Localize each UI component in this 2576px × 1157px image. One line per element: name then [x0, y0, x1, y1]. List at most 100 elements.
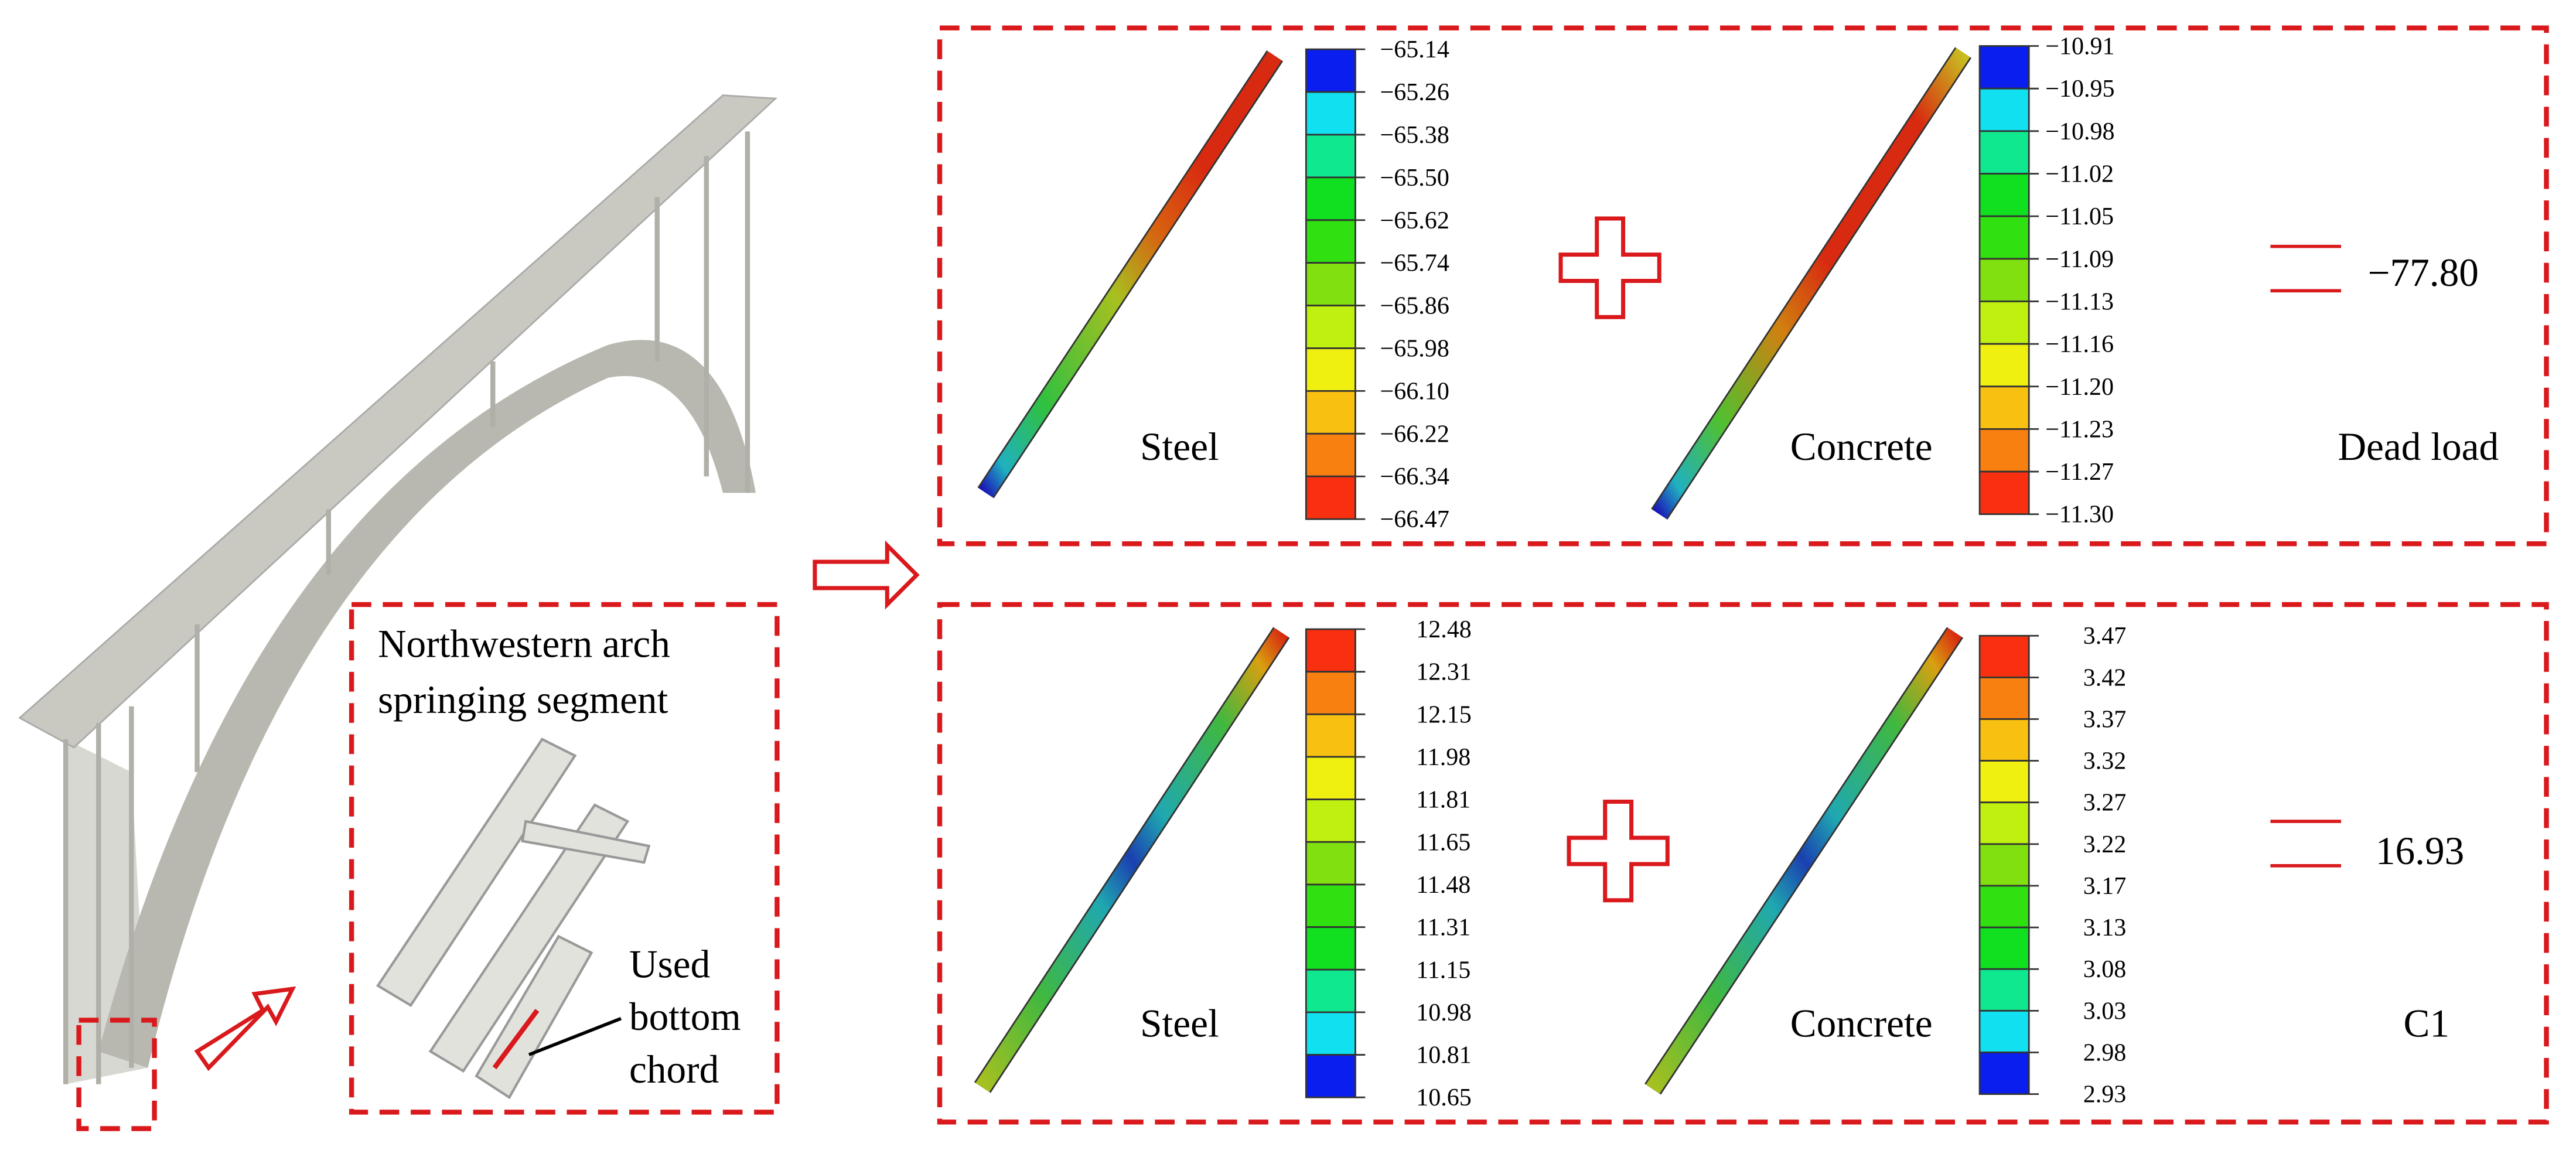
- chord-highlight: [492, 1009, 540, 1070]
- colorbar-cell: [1305, 262, 1356, 306]
- member-label: Concrete: [1790, 425, 1933, 469]
- colorbar-label: 3.17: [2083, 873, 2127, 900]
- colorbar-cell: [1305, 390, 1356, 435]
- arrow: [813, 540, 920, 610]
- colorbar-label: 12.48: [1416, 616, 1472, 643]
- result-value: −77.80: [2368, 251, 2479, 295]
- colorbar-cell: [1305, 1011, 1356, 1056]
- colorbar-cell: [1978, 634, 2030, 678]
- segment-model: [376, 738, 651, 1100]
- detail-marker: [76, 1018, 157, 1131]
- colorbar-label: −65.98: [1380, 336, 1449, 363]
- colorbar-cell: [1305, 134, 1356, 179]
- colorbar-label: −10.98: [2045, 118, 2114, 145]
- colorbar-cell: [1305, 756, 1356, 801]
- load-case: Dead load: [2338, 425, 2499, 469]
- colorbar-cell: [1305, 305, 1356, 349]
- colorbar-label: 12.15: [1416, 701, 1472, 728]
- colorbar-label: 12.31: [1416, 659, 1472, 686]
- callout: bottom: [629, 995, 741, 1039]
- bridge-model: [18, 94, 777, 1131]
- colorbar-cell: [1305, 798, 1356, 843]
- colorbar-cell: [1305, 968, 1356, 1013]
- result-value: 16.93: [2376, 829, 2464, 873]
- member-label: Concrete: [1790, 1001, 1933, 1045]
- colorbar-label: 3.32: [2083, 748, 2127, 775]
- colorbar-label: −10.91: [2045, 33, 2114, 60]
- colorbar-label: 3.42: [2083, 664, 2127, 691]
- colorbar-label: −66.34: [1380, 463, 1449, 490]
- leader-line: [528, 1016, 622, 1056]
- colorbar-cell: [1305, 841, 1356, 886]
- colorbar-label: −11.13: [2045, 288, 2114, 315]
- colorbar-label: −11.20: [2045, 374, 2114, 401]
- colorbar-label: −11.23: [2045, 416, 2114, 443]
- colorbar-cell: [1305, 91, 1356, 136]
- colorbar-label: −65.50: [1380, 165, 1449, 192]
- inset-title: springing segment: [378, 678, 668, 722]
- colorbar-label: 11.81: [1416, 787, 1470, 814]
- colorbar-label: −65.38: [1380, 122, 1449, 149]
- colorbar-cell: [1305, 48, 1356, 93]
- colorbar-label: 3.03: [2083, 998, 2127, 1025]
- plus-sign: [1567, 799, 1670, 903]
- colorbar-label: −65.26: [1380, 79, 1449, 106]
- colorbar-label: 3.27: [2083, 790, 2127, 817]
- colorbar-cell: [1305, 713, 1356, 758]
- colorbar-cell: [1978, 45, 2030, 90]
- colorbar-label: −11.16: [2045, 331, 2114, 358]
- colorbar-label: 10.98: [1416, 999, 1472, 1026]
- colorbar-cell: [1305, 1054, 1356, 1098]
- colorbar-label: −11.30: [2045, 501, 2114, 528]
- colorbar-label: −11.05: [2045, 203, 2114, 230]
- colorbar-cell: [1978, 343, 2030, 388]
- colorbar-label: 3.37: [2083, 706, 2127, 733]
- colorbar-cell: [1978, 968, 2030, 1012]
- member-label: Steel: [1140, 1001, 1219, 1045]
- colorbar-cell: [1978, 885, 2030, 929]
- colorbar-label: −11.09: [2045, 246, 2114, 273]
- colorbar-cell: [1305, 628, 1356, 673]
- colorbar-label: 2.93: [2083, 1081, 2127, 1108]
- colorbar-label: −66.47: [1380, 506, 1449, 533]
- colorbar-label: −11.02: [2045, 161, 2114, 188]
- arrow: [194, 986, 296, 1071]
- member-label: Steel: [1140, 425, 1219, 469]
- colorbar-label: −65.86: [1380, 293, 1449, 320]
- colorbar-label: 3.47: [2083, 623, 2127, 650]
- colorbar-label: 10.81: [1416, 1042, 1472, 1069]
- colorbar-label: −65.62: [1380, 207, 1449, 234]
- colorbar-cell: [1978, 676, 2030, 720]
- colorbar-cell: [1978, 215, 2030, 260]
- colorbar-cell: [1305, 671, 1356, 715]
- colorbar-cell: [1978, 1009, 2030, 1053]
- colorbar-cell: [1978, 173, 2030, 217]
- colorbar-label: −66.10: [1380, 378, 1449, 405]
- colorbar-cell: [1978, 926, 2030, 970]
- colorbar-label: 2.98: [2083, 1039, 2127, 1066]
- colorbar-cell: [1305, 347, 1356, 392]
- colorbar-label: 11.98: [1416, 744, 1470, 771]
- colorbar-cell: [1978, 843, 2030, 887]
- colorbar-cell: [1978, 301, 2030, 345]
- colorbar-cell: [1978, 801, 2030, 845]
- member: [975, 627, 1289, 1093]
- colorbar-cell: [1305, 883, 1356, 928]
- colorbar-cell: [1978, 760, 2030, 804]
- load-case: C1: [2404, 1001, 2450, 1045]
- colorbar-label: 3.13: [2083, 914, 2127, 941]
- colorbar-label: 11.31: [1416, 914, 1470, 941]
- colorbar-cell: [1305, 219, 1356, 264]
- colorbar-label: 11.15: [1416, 957, 1470, 984]
- colorbar-label: −66.22: [1380, 421, 1449, 448]
- colorbar-cell: [1978, 385, 2030, 430]
- colorbar-cell: [1978, 428, 2030, 473]
- colorbar-cell: [1305, 475, 1356, 520]
- colorbar-cell: [1978, 258, 2030, 302]
- colorbar-cell: [1978, 718, 2030, 762]
- colorbar-cell: [1978, 130, 2030, 175]
- colorbar-label: 3.22: [2083, 831, 2127, 858]
- colorbar-label: 11.48: [1416, 872, 1470, 899]
